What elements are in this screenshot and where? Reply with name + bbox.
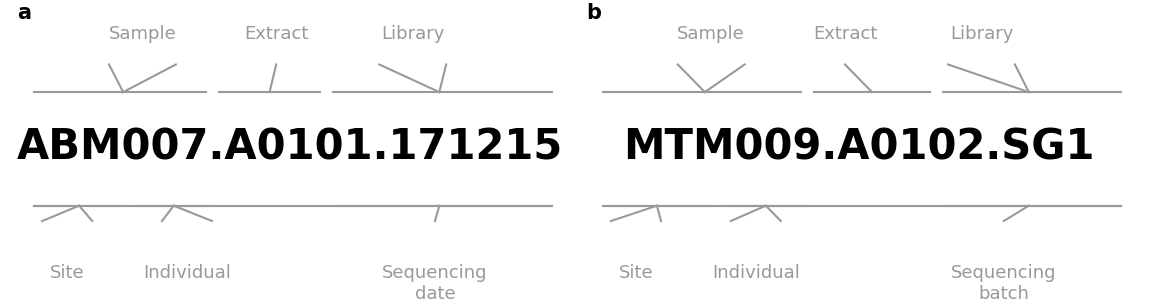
Text: MTM009.A0102.SG1: MTM009.A0102.SG1 bbox=[623, 126, 1095, 168]
Text: Individual: Individual bbox=[712, 264, 800, 282]
Text: b: b bbox=[586, 3, 601, 23]
Text: Sequencing
batch: Sequencing batch bbox=[951, 264, 1057, 303]
Text: ABM007.A0101.171215: ABM007.A0101.171215 bbox=[17, 126, 563, 168]
Text: Site: Site bbox=[618, 264, 654, 282]
Text: Sample: Sample bbox=[108, 25, 176, 43]
Text: Sequencing
date: Sequencing date bbox=[383, 264, 488, 303]
Text: Site: Site bbox=[49, 264, 85, 282]
Text: Individual: Individual bbox=[144, 264, 231, 282]
Text: a: a bbox=[17, 3, 31, 23]
Text: Library: Library bbox=[381, 25, 445, 43]
Text: Library: Library bbox=[950, 25, 1013, 43]
Text: Extract: Extract bbox=[812, 25, 877, 43]
Text: Extract: Extract bbox=[244, 25, 308, 43]
Text: Sample: Sample bbox=[677, 25, 745, 43]
